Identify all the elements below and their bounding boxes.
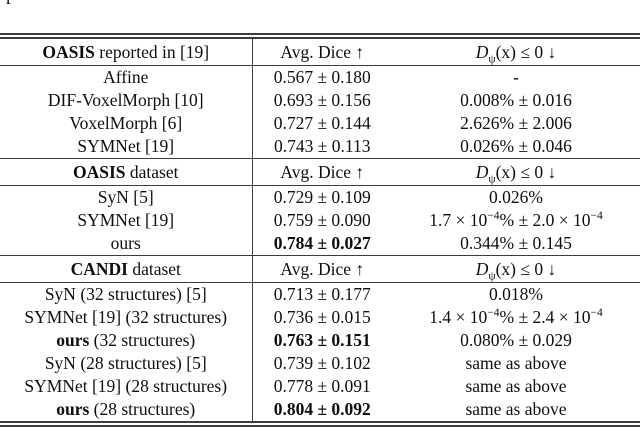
method-cell: ours bbox=[0, 232, 253, 256]
table-row-ours-28: ours (28 structures) 0.804 ± 0.092 same … bbox=[0, 398, 640, 421]
table-row-ours-oasis: ours 0.784 ± 0.027 0.344% ± 0.145 bbox=[0, 232, 640, 256]
section-header-row-candi-dataset: CANDI dataset Avg. Dice ↑ Dψ(x) ≤ 0 ↓ bbox=[0, 255, 640, 283]
fold-cell: 0.080% ± 0.029 bbox=[460, 330, 572, 350]
table-row-symnet-oasis: SYMNet [19] 0.759 ± 0.090 1.7 × 10−4% ± … bbox=[0, 209, 640, 232]
dice-cell: 0.729 ± 0.109 bbox=[273, 187, 371, 207]
fold-mantissa: 1.4 × 10 bbox=[429, 307, 488, 327]
dice-header-cell: Avg. Dice ↑ bbox=[252, 255, 392, 283]
table-row-symnet: SYMNet [19] 0.743 ± 0.113 0.026% ± 0.046 bbox=[0, 135, 640, 159]
dice-cell: 0.778 ± 0.091 bbox=[273, 376, 371, 396]
dice-cell: 0.759 ± 0.090 bbox=[273, 210, 371, 230]
dice-cell: 0.763 ± 0.151 bbox=[273, 330, 371, 350]
fold-cell: 0.026% ± 0.046 bbox=[460, 136, 572, 156]
fold-mantissa: % ± 2.4 × 10 bbox=[499, 307, 591, 327]
fold-header-cell: Dψ(x) ≤ 0 ↓ bbox=[392, 158, 640, 186]
section-title-cell: OASIS reported in [19] bbox=[0, 39, 253, 66]
fold-cell: same as above bbox=[465, 353, 567, 373]
method-bold: ours bbox=[56, 399, 90, 419]
method-bold: ours bbox=[56, 330, 90, 350]
fold-cell: same as above bbox=[465, 399, 567, 419]
method-rest: (32 structures) bbox=[89, 330, 196, 350]
fold-mantissa: % ± 2.0 × 10 bbox=[499, 210, 591, 230]
psi-subscript: ψ bbox=[488, 53, 496, 65]
method-cell: ours (28 structures) bbox=[0, 398, 253, 421]
dice-cell: 0.739 ± 0.102 bbox=[273, 353, 371, 373]
dice-cell: 0.727 ± 0.144 bbox=[273, 113, 371, 133]
method-rest: (28 structures) bbox=[89, 399, 196, 419]
fold-header-rest: (x) ≤ 0 ↓ bbox=[495, 41, 557, 62]
table-row-affine: Affine 0.567 ± 0.180 - bbox=[0, 65, 640, 89]
fold-cell: 2.626% ± 2.006 bbox=[460, 113, 572, 133]
table-row-syn-32: SyN (32 structures) [5] 0.713 ± 0.177 0.… bbox=[0, 282, 640, 306]
fold-cell: same as above bbox=[465, 376, 567, 396]
section-header-row-oasis-dataset: OASIS dataset Avg. Dice ↑ Dψ(x) ≤ 0 ↓ bbox=[0, 158, 640, 186]
section-title-rest: reported in [19] bbox=[94, 41, 210, 62]
table-row-syn: SyN [5] 0.729 ± 0.109 0.026% bbox=[0, 185, 640, 209]
dice-header-cell: Avg. Dice ↑ bbox=[252, 39, 392, 66]
section-title-bold: CANDI bbox=[70, 258, 128, 279]
fold-cell: 1.7 × 10−4% ± 2.0 × 10−4 bbox=[392, 209, 640, 232]
section-title-cell: CANDI dataset bbox=[0, 255, 253, 283]
method-cell: SYMNet [19] (32 structures) bbox=[0, 306, 253, 329]
fold-header-cell: Dψ(x) ≤ 0 ↓ bbox=[392, 255, 640, 283]
section-header-row-oasis-reported: OASIS reported in [19] Avg. Dice ↑ Dψ(x)… bbox=[0, 39, 640, 66]
dice-cell: 0.567 ± 0.180 bbox=[273, 67, 371, 87]
method-cell: SyN (28 structures) [5] bbox=[0, 352, 253, 375]
dice-cell: 0.743 ± 0.113 bbox=[274, 136, 371, 156]
section-title-cell: OASIS dataset bbox=[0, 158, 253, 186]
section-title-rest: dataset bbox=[127, 258, 181, 279]
method-cell: SYMNet [19] bbox=[0, 209, 253, 232]
mathcal-d-symbol: D bbox=[475, 41, 489, 62]
fold-exponent: −4 bbox=[590, 307, 603, 320]
section-title-bold: OASIS bbox=[73, 161, 126, 182]
cropped-text-fragment: p bbox=[6, 0, 22, 6]
fold-header-rest: (x) ≤ 0 ↓ bbox=[495, 258, 557, 279]
table-row-voxelmorph: VoxelMorph [6] 0.727 ± 0.144 2.626% ± 2.… bbox=[0, 112, 640, 135]
fold-header-rest: (x) ≤ 0 ↓ bbox=[495, 161, 557, 182]
fold-mantissa: 1.7 × 10 bbox=[429, 210, 488, 230]
dice-cell: 0.713 ± 0.177 bbox=[273, 284, 371, 304]
fold-cell: - bbox=[513, 67, 519, 87]
table-row-ours-32: ours (32 structures) 0.763 ± 0.151 0.080… bbox=[0, 329, 640, 352]
fold-cell: 0.008% ± 0.016 bbox=[460, 90, 572, 110]
fold-cell: 0.018% bbox=[489, 284, 543, 304]
dice-cell: 0.784 ± 0.027 bbox=[273, 233, 371, 253]
mathcal-d-symbol: D bbox=[475, 258, 489, 279]
fold-exponent: −4 bbox=[590, 210, 603, 223]
fold-exponent: −4 bbox=[487, 307, 500, 320]
fold-header-cell: Dψ(x) ≤ 0 ↓ bbox=[392, 39, 640, 66]
fold-exponent: −4 bbox=[487, 210, 500, 223]
table-container: OASIS reported in [19] Avg. Dice ↑ Dψ(x)… bbox=[0, 33, 640, 427]
method-cell: DIF-VoxelMorph [10] bbox=[0, 89, 253, 112]
table-row-dif-voxelmorph: DIF-VoxelMorph [10] 0.693 ± 0.156 0.008%… bbox=[0, 89, 640, 112]
table-row-syn-28: SyN (28 structures) [5] 0.739 ± 0.102 sa… bbox=[0, 352, 640, 375]
fold-cell: 0.026% bbox=[489, 187, 543, 207]
dice-header-cell: Avg. Dice ↑ bbox=[252, 158, 392, 186]
method-cell: SyN (32 structures) [5] bbox=[0, 282, 253, 306]
fold-cell: 1.4 × 10−4% ± 2.4 × 10−4 bbox=[392, 306, 640, 329]
dice-cell: 0.736 ± 0.015 bbox=[273, 307, 371, 327]
method-cell: Affine bbox=[0, 65, 253, 89]
psi-subscript: ψ bbox=[488, 270, 496, 282]
method-cell: VoxelMorph [6] bbox=[0, 112, 253, 135]
results-table: OASIS reported in [19] Avg. Dice ↑ Dψ(x)… bbox=[0, 39, 640, 421]
section-title-bold: OASIS bbox=[42, 41, 95, 62]
method-cell: SYMNet [19] (28 structures) bbox=[0, 375, 253, 398]
fold-cell: 0.344% ± 0.145 bbox=[460, 233, 572, 253]
table-row-symnet-32: SYMNet [19] (32 structures) 0.736 ± 0.01… bbox=[0, 306, 640, 329]
method-cell: SyN [5] bbox=[0, 185, 253, 209]
section-title-rest: dataset bbox=[125, 161, 179, 182]
table-row-symnet-28: SYMNet [19] (28 structures) 0.778 ± 0.09… bbox=[0, 375, 640, 398]
cropped-glyph: p bbox=[6, 0, 22, 4]
method-cell: ours (32 structures) bbox=[0, 329, 253, 352]
dice-cell: 0.693 ± 0.156 bbox=[273, 90, 371, 110]
dice-cell: 0.804 ± 0.092 bbox=[273, 399, 371, 419]
mathcal-d-symbol: D bbox=[475, 161, 489, 182]
psi-subscript: ψ bbox=[488, 173, 496, 185]
method-cell: SYMNet [19] bbox=[0, 135, 253, 159]
